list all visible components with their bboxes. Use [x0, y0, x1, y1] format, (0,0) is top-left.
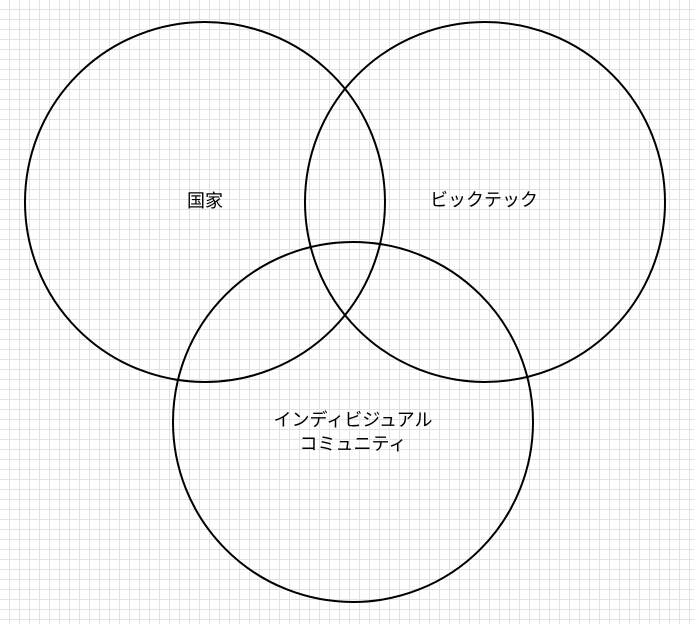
circle-state	[24, 21, 386, 383]
label-individual-community-line-1: インディビジュアル	[273, 410, 433, 431]
label-individual-community-line-2: コミュニティ	[299, 434, 407, 455]
label-state: 国家	[187, 191, 223, 212]
label-individual-community: インディビジュアル コミュニティ	[253, 409, 453, 457]
circle-individual-community	[172, 241, 534, 603]
label-big-tech: ビックテック	[430, 190, 538, 211]
circle-big-tech	[304, 21, 666, 383]
